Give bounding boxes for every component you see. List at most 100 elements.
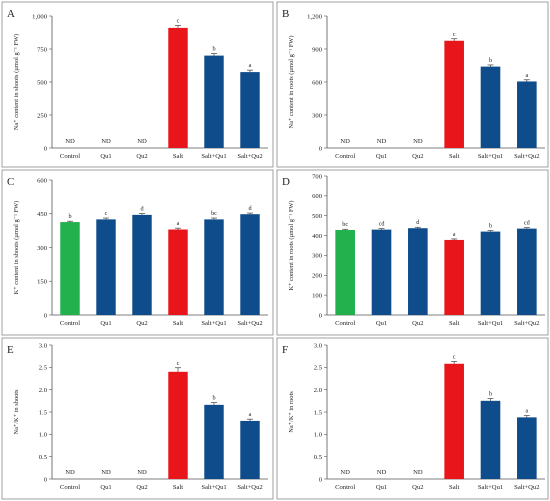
- panel-c-significance-label: d: [248, 205, 252, 212]
- panel-c-category-label: Salt: [173, 320, 183, 327]
- panel-b-category-label: Salt+Qu2: [514, 153, 539, 160]
- panel-d-significance-label: d: [416, 219, 420, 226]
- panel-e-significance-label: c: [177, 360, 180, 367]
- panel-b-ytick-label: 900: [312, 46, 323, 53]
- panel-a-category-label: Salt+Qu2: [237, 153, 262, 160]
- panel-e-ytick-label: 1.5: [39, 409, 48, 416]
- panel-f-nd-label: ND: [340, 469, 350, 476]
- panel-e-category-label: Qu2: [136, 484, 147, 491]
- panel-a-ytick-label: 250: [37, 112, 48, 119]
- panel-e-ytick-label: 0: [44, 476, 48, 483]
- panel-a-bar: [204, 55, 224, 148]
- panel-b-significance-label: a: [525, 72, 528, 79]
- panel-e-category-label: Qu1: [100, 484, 111, 491]
- panel-d-bar: [444, 239, 464, 315]
- panel-b-ytick-label: 300: [312, 112, 323, 119]
- panel-d-category-label: Salt+Qu1: [478, 320, 503, 327]
- panel-b-category-label: Salt+Qu1: [478, 153, 503, 160]
- panel-a-category-label: Qu1: [100, 153, 111, 160]
- panel-a-significance-label: b: [212, 46, 215, 53]
- panel-a-bar: [240, 72, 260, 148]
- panel-d-y-axis-title: K⁺ content in roots (µmol g⁻¹ FW): [288, 200, 295, 290]
- panel-f-frame: [276, 337, 549, 500]
- panel-e-significance-label: b: [212, 395, 215, 402]
- panel-f-category-label: Salt+Qu1: [478, 484, 503, 491]
- panel-d-significance-label: cd: [379, 221, 386, 228]
- panel-b-ytick-label: 1,200: [307, 13, 323, 20]
- panel-f-category-label: Salt+Qu2: [514, 484, 539, 491]
- panel-e-ytick-label: 1.0: [39, 432, 48, 439]
- panel-f-letter: F: [282, 344, 288, 356]
- panel-d-ytick-label: 300: [312, 253, 323, 260]
- panel-a-nd-label: ND: [137, 138, 147, 145]
- panel-b-ytick-label: 0: [319, 145, 323, 152]
- panel-f-ytick-label: 3.0: [314, 342, 323, 349]
- panel-d-bar: [408, 228, 428, 315]
- panel-f-nd-label: ND: [377, 469, 387, 476]
- panel-a-significance-label: c: [177, 18, 180, 25]
- panel-d-frame: [276, 169, 549, 336]
- panel-c-bar: [168, 229, 188, 315]
- panel-d-bar: [371, 229, 392, 315]
- panel-f-category-label: Qu2: [412, 484, 423, 491]
- panel-b-nd-label: ND: [413, 138, 423, 145]
- panel-d-category-label: Control: [335, 320, 355, 327]
- panel-f-significance-label: a: [525, 408, 528, 415]
- panel-d-bar: [335, 230, 355, 315]
- panel-c-significance-label: a: [177, 220, 180, 227]
- panel-e-category-label: Salt+Qu2: [237, 484, 262, 491]
- panel-a-significance-label: a: [249, 62, 252, 69]
- panel-a-letter: A: [7, 8, 15, 20]
- panel-d-ytick-label: 100: [312, 292, 323, 299]
- panel-a-ytick-label: 1,000: [32, 13, 48, 20]
- panel-e-ytick-label: 0.5: [39, 454, 48, 461]
- panel-b: B 0 300 600 900 1,200 Na⁺ content in roots (µm…: [276, 1, 549, 168]
- panel-a-category-label: Salt: [173, 153, 183, 160]
- panel-c-bar: [240, 214, 260, 315]
- panel-f-ytick-label: 0.5: [314, 454, 323, 461]
- panel-d-letter: D: [282, 176, 290, 188]
- panel-c-bar: [96, 219, 116, 315]
- panel-c-category-label: Salt+Qu1: [201, 320, 226, 327]
- panel-b-nd-label: ND: [377, 138, 387, 145]
- panel-c-y-axis-title: K⁺ content in shoots (µmol g⁻¹ FW): [13, 201, 20, 295]
- panel-a-ytick-label: 0: [44, 145, 48, 152]
- panel-f-category-label: Salt: [449, 484, 459, 491]
- panel-c-ytick-label: 300: [37, 245, 48, 252]
- panel-a-nd-label: ND: [101, 138, 111, 145]
- panel-d-ytick-label: 400: [312, 233, 323, 240]
- panel-e-nd-label: ND: [101, 469, 111, 476]
- panel-b-bar: [444, 40, 464, 148]
- panel-c-ytick-label: 600: [37, 177, 48, 184]
- panel-c-bar: [132, 214, 152, 315]
- panel-b-frame: [276, 1, 549, 168]
- panel-c-significance-label: b: [68, 213, 71, 220]
- panel-e-bar: [168, 371, 188, 479]
- panel-d-significance-label: a: [453, 231, 456, 238]
- panel-f-significance-label: c: [453, 354, 456, 361]
- panel-c-bar: [204, 219, 224, 315]
- panel-f-bar: [517, 417, 537, 479]
- panel-b-nd-label: ND: [340, 138, 350, 145]
- panel-f-ytick-label: 2.5: [314, 365, 323, 372]
- panel-e-y-axis-title: Na⁺/K⁺ in shoots: [13, 389, 20, 435]
- panel-e-nd-label: ND: [65, 469, 75, 476]
- panel-c-category-label: Salt+Qu2: [237, 320, 262, 327]
- panel-d-category-label: Salt: [449, 320, 459, 327]
- panel-a-category-label: Qu2: [136, 153, 147, 160]
- panel-f-bar: [444, 363, 464, 479]
- panel-c-frame: [1, 169, 274, 336]
- panel-a-ytick-label: 500: [37, 79, 48, 86]
- panel-f-y-axis-title: Na⁺/K⁺ in roots: [288, 391, 295, 433]
- panel-a-bar: [168, 27, 188, 149]
- panel-a-category-label: Control: [60, 153, 80, 160]
- panel-f-nd-label: ND: [413, 469, 423, 476]
- panel-e-nd-label: ND: [137, 469, 147, 476]
- panel-c-ytick-label: 0: [44, 312, 48, 319]
- panel-d-significance-label: cd: [524, 220, 531, 227]
- panel-b-letter: B: [282, 8, 289, 20]
- panel-d-significance-label: bc: [342, 221, 348, 228]
- panel-c-ytick-label: 450: [37, 211, 48, 218]
- panel-d-category-label: Qu2: [412, 320, 423, 327]
